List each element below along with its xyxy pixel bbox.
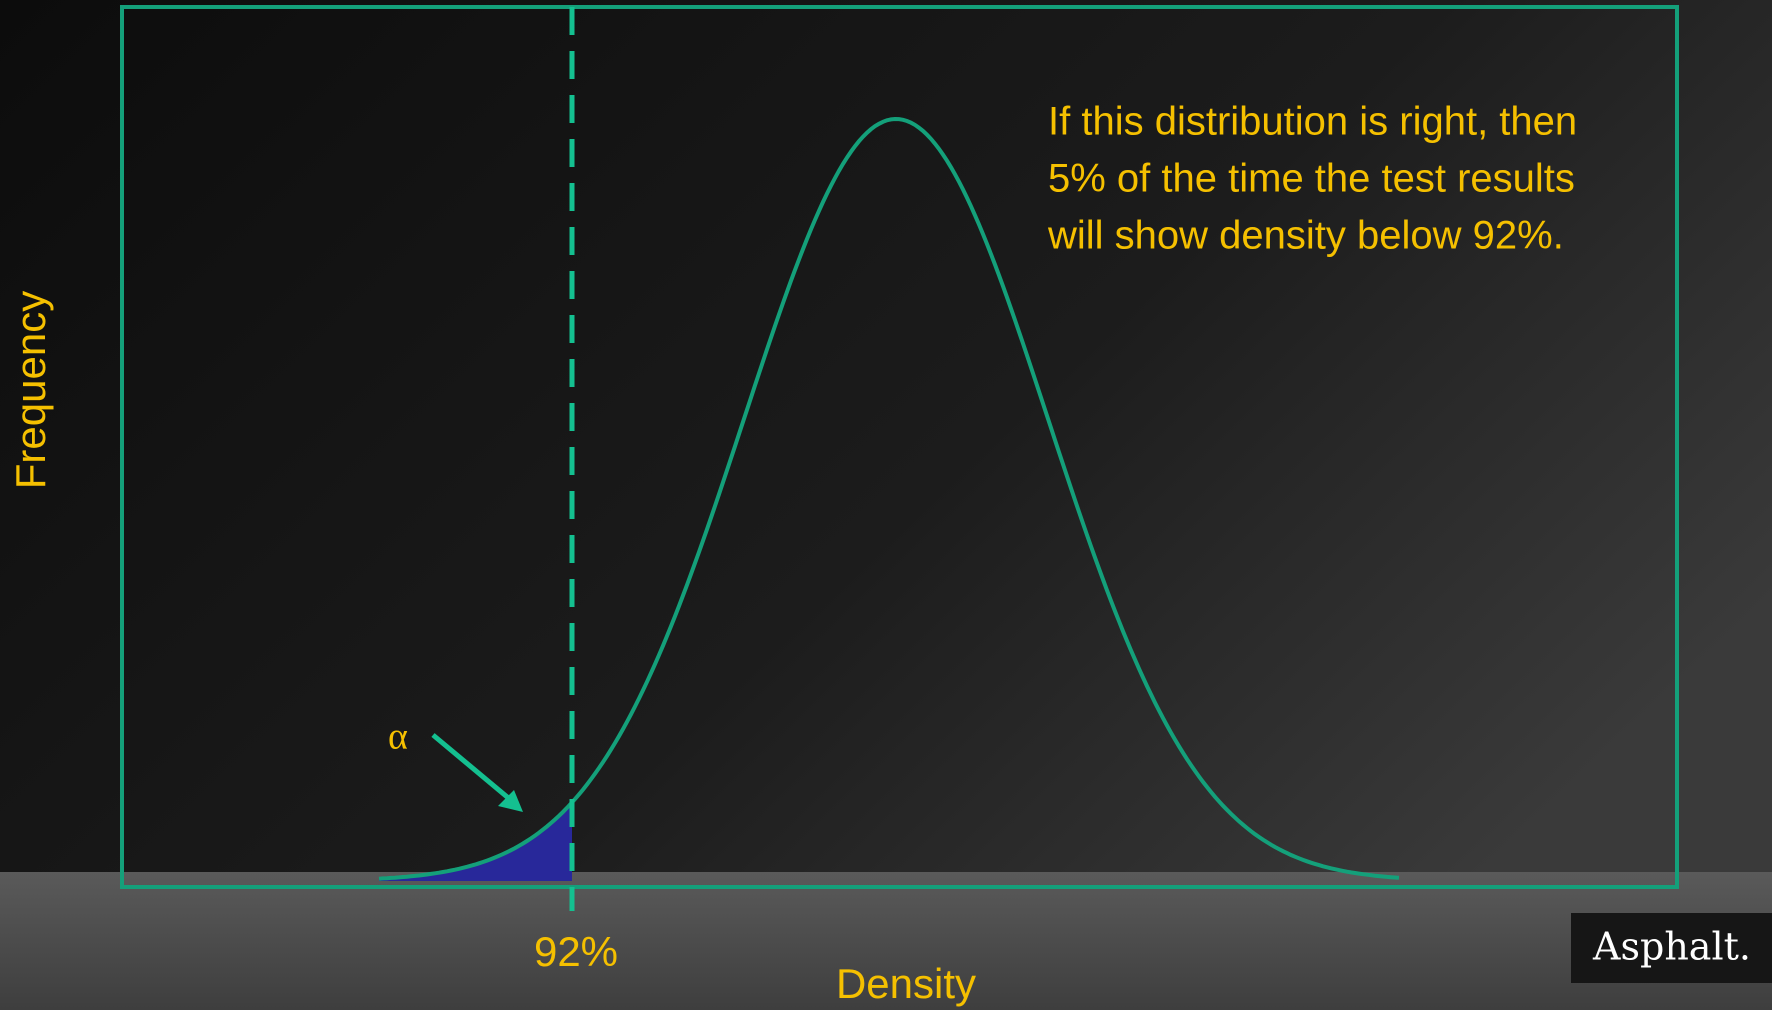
annotation-line: will show density below 92%. [1047,214,1564,258]
annotation-line: If this distribution is right, then [1048,100,1577,144]
alpha-label: α [388,716,408,758]
x-axis-label: Density [836,960,976,1007]
annotation-line: 5% of the time the test results [1048,157,1575,201]
background [0,0,1772,1010]
slide: α 92% Density Frequency If this distribu… [0,0,1772,1010]
threshold-label: 92% [534,928,618,975]
y-axis-label: Frequency [7,291,54,489]
logo: Asphalt. [1592,925,1751,969]
page: α 92% Density Frequency If this distribu… [0,0,1772,1010]
